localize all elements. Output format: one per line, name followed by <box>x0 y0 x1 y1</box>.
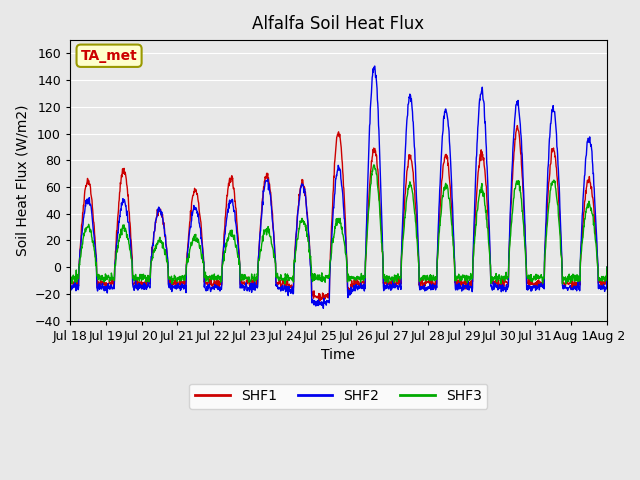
SHF2 <box>422 285 430 290</box>
Y-axis label: Soil Heat Flux (W/m2): Soil Heat Flux (W/m2) <box>15 105 29 256</box>
SHF2 <box>172 286 180 292</box>
Line: SHF2: SHF2 <box>70 66 607 308</box>
SHF3 <box>540 275 547 281</box>
SHF3 <box>172 276 180 282</box>
SHF3 <box>603 264 611 270</box>
SHF3 <box>370 162 378 168</box>
SHF3 <box>186 250 193 256</box>
X-axis label: Time: Time <box>321 348 355 362</box>
Line: SHF1: SHF1 <box>70 126 607 302</box>
SHF3 <box>492 271 500 276</box>
Title: Alfalfa Soil Heat Flux: Alfalfa Soil Heat Flux <box>252 15 424 33</box>
SHF2 <box>186 231 193 237</box>
Text: TA_met: TA_met <box>81 49 138 63</box>
SHF1 <box>492 281 500 287</box>
SHF2 <box>371 63 379 69</box>
SHF3 <box>66 275 74 280</box>
SHF3 <box>559 281 566 287</box>
Line: SHF3: SHF3 <box>70 165 607 284</box>
SHF1 <box>186 225 193 230</box>
SHF2 <box>540 281 548 287</box>
SHF2 <box>66 283 74 288</box>
SHF2 <box>603 264 611 270</box>
Legend: SHF1, SHF2, SHF3: SHF1, SHF2, SHF3 <box>189 384 488 409</box>
SHF2 <box>319 305 327 311</box>
SHF3 <box>422 273 429 279</box>
SHF1 <box>316 299 323 305</box>
SHF1 <box>603 264 611 270</box>
SHF1 <box>172 284 180 290</box>
SHF1 <box>540 278 548 284</box>
SHF1 <box>246 282 253 288</box>
SHF1 <box>66 279 74 285</box>
SHF3 <box>246 277 253 283</box>
SHF2 <box>493 285 500 290</box>
SHF2 <box>246 288 253 294</box>
SHF1 <box>513 123 521 129</box>
SHF1 <box>422 280 429 286</box>
